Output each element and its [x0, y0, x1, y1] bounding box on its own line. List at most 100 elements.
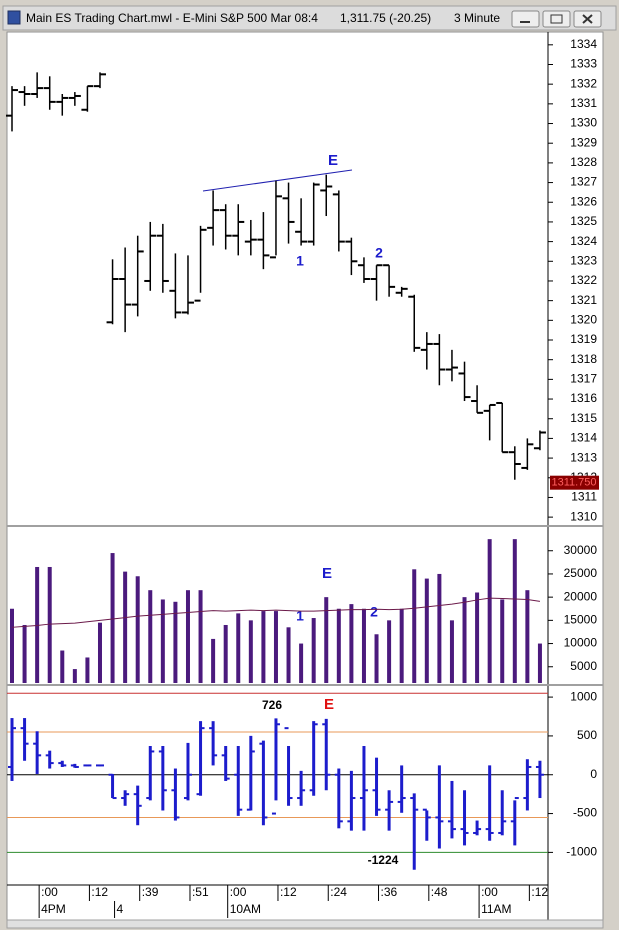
y-tick-label: 1313: [570, 450, 597, 464]
x-tick-label: :51: [192, 885, 209, 899]
volume-bar: [10, 608, 14, 683]
y-tick-label: 1311: [571, 490, 597, 504]
pane-separator: [7, 525, 603, 527]
volume-bar: [424, 578, 429, 683]
maximize-glyph[interactable]: [550, 14, 563, 24]
y-tick-label: 1321: [570, 293, 597, 307]
y-tick-label: 1334: [570, 37, 597, 51]
last-price-tag: [550, 475, 599, 490]
y-tick-label: 1316: [570, 391, 597, 405]
volume-bar: [311, 618, 316, 683]
y-tick-label: 5000: [570, 659, 597, 673]
y-tick-label: 500: [577, 728, 597, 742]
y-tick-label: -1000: [566, 845, 597, 859]
volume-bar: [273, 611, 278, 683]
volume-bar: [487, 539, 492, 683]
maximize-box[interactable]: [542, 10, 571, 28]
x-tick-label: :00: [230, 885, 247, 899]
y-tick-label: 15000: [564, 613, 598, 627]
volume-bar: [236, 613, 241, 683]
x-tick-label: :00: [481, 885, 498, 899]
window-interval: 3 Minute: [454, 11, 500, 25]
last-price-label: 1311.750: [551, 477, 596, 489]
y-tick-label: 0: [590, 767, 597, 781]
session-label: 4PM: [41, 902, 66, 916]
x-tick-label: :24: [330, 885, 347, 899]
y-tick-label: 1333: [570, 57, 597, 71]
close-button[interactable]: [573, 10, 602, 28]
minimize-box[interactable]: [511, 10, 540, 28]
y-tick-label: 1323: [570, 253, 597, 267]
scroll-bar[interactable]: [6, 919, 604, 929]
x-tick-label: :48: [431, 885, 448, 899]
y-tick-label: 1000: [570, 689, 597, 703]
x-tick-label: :39: [142, 885, 159, 899]
annotation: E: [324, 696, 334, 713]
x-tick-label: :12: [91, 885, 108, 899]
minimize-button[interactable]: [511, 10, 540, 28]
y-tick-label: 1322: [570, 273, 597, 287]
session-label: 10AM: [230, 902, 261, 916]
y-tick-label: 1310: [570, 509, 597, 523]
volume-bar: [374, 634, 379, 683]
volume-bar: [123, 571, 128, 683]
volume-bar: [525, 590, 530, 683]
y-tick-label: 1318: [570, 352, 597, 366]
annotation: E: [328, 152, 338, 169]
y-tick-label: 1324: [570, 234, 597, 248]
volume-bar: [22, 624, 27, 683]
y-tick-label: 10000: [564, 636, 598, 650]
y-tick-label: 1314: [570, 431, 597, 445]
session-label: 4: [117, 902, 124, 916]
annotation: 1: [296, 253, 304, 269]
volume-bar: [324, 597, 329, 683]
y-tick-label: 1329: [570, 135, 597, 149]
volume-bar: [399, 608, 404, 683]
y-tick-label: 1317: [570, 372, 597, 386]
maximize-button[interactable]: [542, 10, 571, 28]
moving-average: [11, 597, 541, 628]
volume-bar: [47, 566, 52, 683]
volume-bar: [437, 573, 442, 683]
y-tick-label: -500: [573, 806, 597, 820]
volume-bar: [462, 597, 467, 683]
window-title: Main ES Trading Chart.mwl - E-Mini S&P 5…: [26, 11, 318, 25]
annotation: 2: [375, 245, 383, 261]
annotation: 1: [296, 608, 304, 624]
y-tick-label: 1326: [570, 194, 597, 208]
volume-bar: [336, 608, 341, 683]
y-tick-label: 25000: [564, 566, 598, 580]
x-tick-label: :12: [531, 885, 548, 899]
x-tick-label: :00: [41, 885, 58, 899]
volume-bar: [537, 643, 542, 683]
y-tick-label: 1315: [570, 411, 597, 425]
volume-bar: [248, 620, 253, 683]
x-tick-label: :36: [381, 885, 398, 899]
volume-bar: [387, 620, 392, 683]
volume-bar: [449, 620, 454, 683]
y-tick-label: 1330: [570, 116, 597, 130]
annotation: E: [322, 565, 332, 582]
chart-area: [6, 31, 604, 921]
volume-bar: [85, 657, 90, 683]
volume-bar: [261, 611, 266, 683]
x-tick-label: :12: [280, 885, 297, 899]
volume-bar: [349, 604, 354, 683]
close-glyph[interactable]: [582, 14, 593, 24]
annotation: 726: [262, 698, 282, 712]
y-tick-label: 1327: [570, 175, 597, 189]
window-quote: 1,311.75 (-20.25): [340, 11, 431, 25]
volume-bar: [211, 638, 216, 683]
volume-bar: [173, 601, 178, 683]
annotation: -1224: [368, 853, 399, 867]
y-tick-label: 30000: [564, 543, 598, 557]
annotation: 2: [370, 604, 378, 620]
volume-bar: [148, 590, 153, 683]
volume-bar: [512, 539, 517, 683]
volume-bar: [185, 590, 190, 683]
volume-bar: [60, 650, 65, 683]
volume-bar: [412, 569, 417, 683]
y-tick-label: 1328: [570, 155, 597, 169]
volume-bar: [97, 622, 102, 683]
